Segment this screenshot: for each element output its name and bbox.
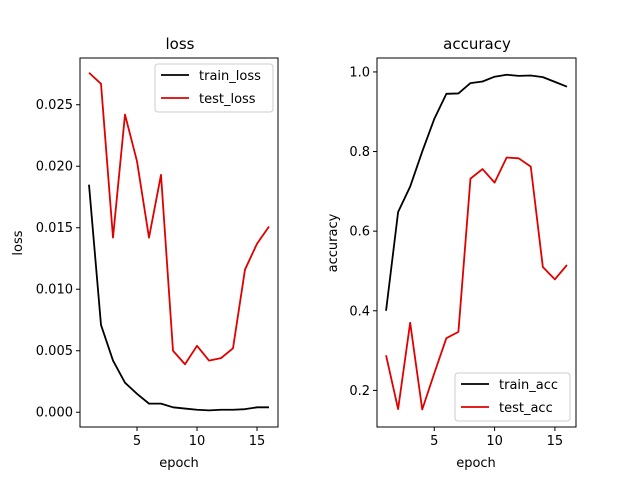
- loss-chart-y-tick-label: 0.000: [36, 406, 73, 421]
- accuracy-chart: accuracy 5 10 15 0.2 0.4 0.6 0.8 1.0 epoch accu…: [326, 35, 577, 471]
- accuracy-chart-series-train-acc: [385, 73, 568, 311]
- loss-chart-title: loss: [166, 35, 195, 53]
- accuracy-chart-y-tick-label: 0.8: [349, 145, 370, 160]
- accuracy-chart-x-tick-label: 15: [547, 434, 564, 449]
- accuracy-chart-legend-label-train-acc: train_acc: [499, 378, 558, 393]
- loss-chart-series-test-loss: [88, 72, 270, 366]
- loss-chart-x-axis-label: epoch: [159, 456, 199, 471]
- accuracy-chart-legend: train_acc test_acc: [454, 372, 571, 422]
- loss-chart-ticks: 5 10 15 0.000 0.005 0.010 0.015 0.020 0.025: [36, 98, 265, 449]
- accuracy-chart-plot-area: [385, 73, 568, 411]
- loss-chart-plot-area: [88, 72, 270, 412]
- loss-chart-y-tick-label: 0.015: [36, 221, 73, 236]
- loss-chart-legend: train_loss test_loss: [154, 63, 274, 113]
- loss-chart-y-tick-label: 0.010: [36, 283, 73, 298]
- loss-chart-y-tick-label: 0.005: [36, 344, 73, 359]
- accuracy-chart-frame: [376, 57, 577, 428]
- loss-chart: loss 5 10 15 0.000 0.005 0.010 0.015 0.020 0.025…: [11, 35, 279, 471]
- loss-chart-x-tick-label: 5: [133, 434, 141, 449]
- loss-chart-x-tick-label: 15: [249, 434, 266, 449]
- accuracy-chart-series-test-acc: [385, 156, 568, 411]
- loss-chart-legend-box: [154, 63, 274, 113]
- accuracy-chart-title: accuracy: [443, 35, 511, 53]
- loss-chart-y-tick-label: 0.020: [36, 160, 73, 175]
- accuracy-chart-x-tick-label: 5: [430, 434, 438, 449]
- accuracy-chart-ticks: 5 10 15 0.2 0.4 0.6 0.8 1.0: [349, 65, 563, 449]
- accuracy-chart-y-tick-label: 0.2: [349, 384, 370, 399]
- accuracy-chart-legend-box: [454, 372, 571, 422]
- accuracy-chart-y-tick-label: 0.4: [349, 304, 370, 319]
- loss-chart-legend-label-test-loss: test_loss: [199, 92, 256, 107]
- accuracy-chart-y-tick-label: 0.6: [349, 225, 370, 240]
- loss-chart-frame: [79, 57, 279, 428]
- accuracy-chart-y-tick-label: 1.0: [349, 65, 370, 80]
- loss-chart-legend-label-train-loss: train_loss: [199, 69, 261, 84]
- loss-chart-y-tick-label: 0.025: [36, 98, 73, 113]
- loss-chart-x-tick-label: 10: [189, 434, 206, 449]
- loss-chart-y-axis-label: loss: [11, 230, 26, 255]
- accuracy-chart-y-axis-label: accuracy: [326, 213, 341, 272]
- accuracy-chart-x-tick-label: 10: [486, 434, 503, 449]
- accuracy-chart-legend-label-test-acc: test_acc: [499, 401, 553, 416]
- accuracy-chart-x-axis-label: epoch: [456, 456, 496, 471]
- loss-chart-series-train-loss: [88, 184, 269, 412]
